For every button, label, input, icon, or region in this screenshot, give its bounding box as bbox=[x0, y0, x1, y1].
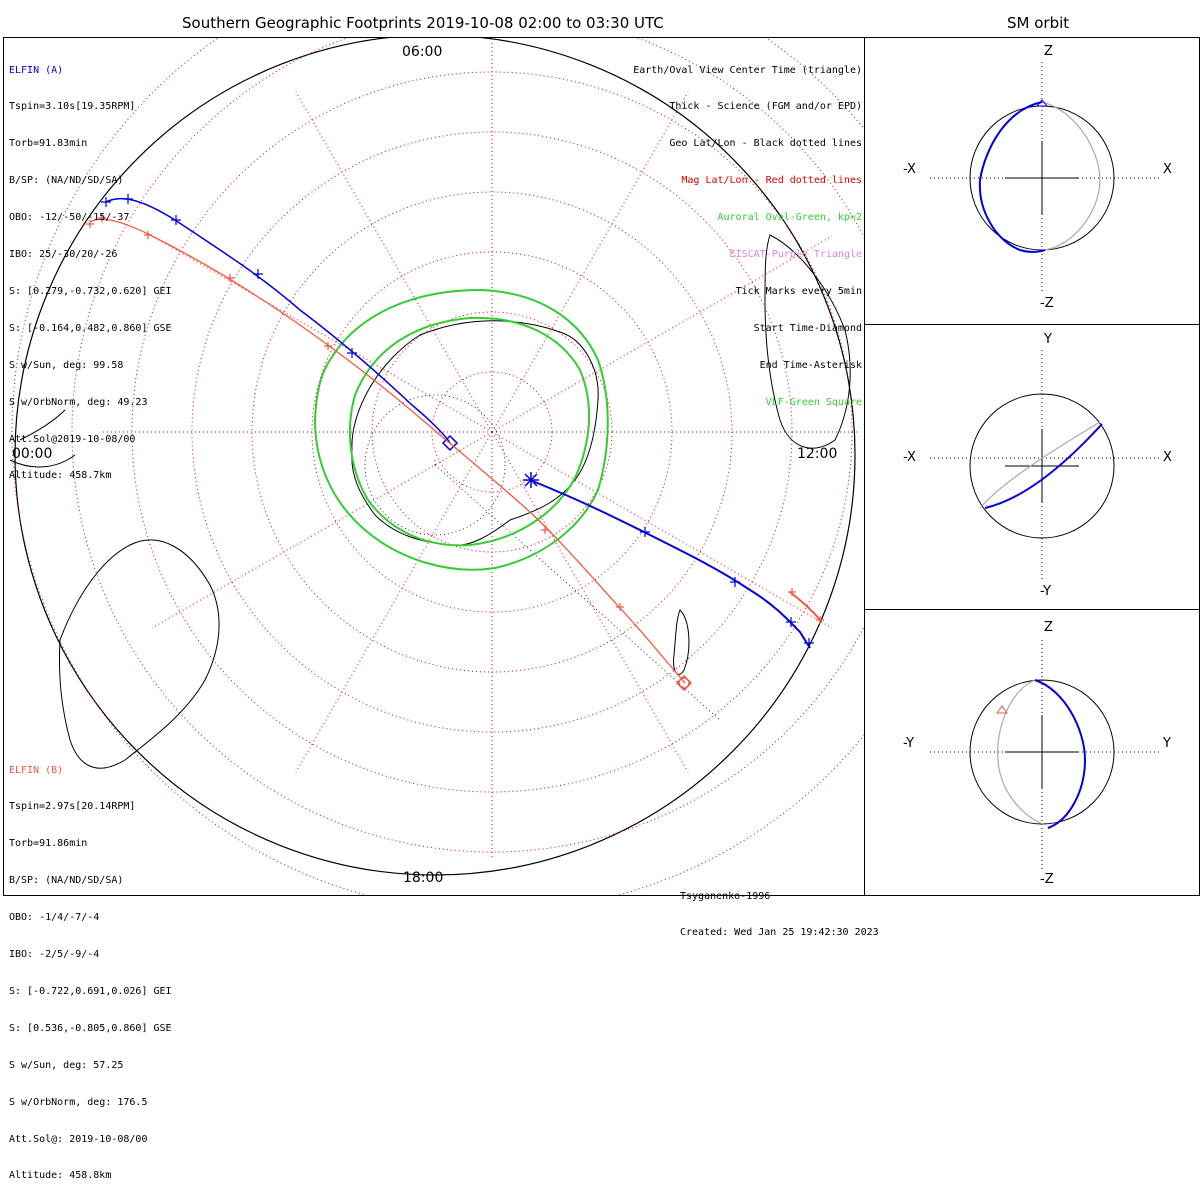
elfin-b-line: OBO: -1/4/-7/-4 bbox=[9, 912, 100, 924]
elfin-b-info: ELFIN (B) Tspin=2.97s[20.14RPM] Torb=91.… bbox=[9, 740, 172, 1195]
elfin-a-line: Tspin=3.10s[19.35RPM] bbox=[9, 101, 136, 113]
sm2-top: Y bbox=[1044, 332, 1052, 347]
elfin-a-track bbox=[101, 194, 814, 649]
legend-item: End Time-Asterisk bbox=[759, 359, 862, 371]
elfin-b-line: Torb=91.86min bbox=[9, 838, 88, 850]
footprint-map bbox=[9, 38, 1160, 895]
elfin-b-line: S: [-0.722,0.691,0.026] GEI bbox=[9, 985, 172, 997]
sm3-bottom: -Z bbox=[1040, 872, 1054, 887]
legend: Earth/Oval View Center Time (triangle) T… bbox=[633, 40, 862, 421]
legend-item: Earth/Oval View Center Time (triangle) bbox=[633, 64, 862, 76]
sm1-right: X bbox=[1163, 162, 1172, 177]
sm-orbit-title: SM orbit bbox=[1007, 14, 1070, 32]
sm2-left: -X bbox=[903, 450, 916, 465]
clock-label-06: 06:00 bbox=[402, 44, 443, 60]
legend-item: VLF-Green Square bbox=[765, 396, 862, 408]
geo-grid bbox=[364, 394, 721, 721]
earth-disk bbox=[14, 38, 856, 876]
created-label: Created: Wed Jan 25 19:42:30 2023 bbox=[680, 927, 879, 939]
elfin-a-line: S: [-0.164,0.482,0.860] GSE bbox=[9, 322, 172, 334]
legend-item: Start Time-Diamond bbox=[753, 322, 862, 334]
elfin-a-line: Att.Sol@2019-10-08/00 bbox=[9, 433, 136, 445]
sm3-right: Y bbox=[1163, 736, 1171, 751]
legend-item: Tick Marks every 5min bbox=[735, 285, 862, 297]
sm-orbit-yz bbox=[930, 640, 1160, 870]
sm1-left: -X bbox=[903, 162, 916, 177]
clock-label-18: 18:00 bbox=[403, 870, 444, 886]
sm1-bottom: -Z bbox=[1040, 296, 1054, 311]
sm-orbit-xz bbox=[930, 62, 1160, 292]
clock-label-12: 12:00 bbox=[797, 446, 838, 462]
clock-label-00: 00:00 bbox=[12, 446, 53, 462]
elfin-b-line: B/SP: (NA/ND/SD/SA) bbox=[9, 875, 124, 887]
elfin-b-line: S w/OrbNorm, deg: 176.5 bbox=[9, 1096, 148, 1108]
legend-item: Geo Lat/Lon - Black dotted lines bbox=[669, 138, 862, 150]
sm-orbit-xy bbox=[930, 350, 1160, 580]
elfin-a-line: Torb=91.83min bbox=[9, 138, 88, 150]
legend-item: EISCAT-Purple Triangle bbox=[729, 249, 862, 261]
elfin-a-line: OBO: -12/-50/-15/-37 bbox=[9, 212, 130, 224]
sm2-bottom: -Y bbox=[1040, 584, 1052, 599]
sm3-left: -Y bbox=[903, 736, 915, 751]
elfin-a-line: B/SP: (NA/ND/SD/SA) bbox=[9, 175, 124, 187]
elfin-a-line: S: [0.279,-0.732,0.620] GEI bbox=[9, 285, 172, 297]
elfin-b-line: IBO: -2/5/-9/-4 bbox=[9, 949, 100, 961]
footer: Tsyganenko-1996 Created: Wed Jan 25 19:4… bbox=[680, 866, 879, 952]
mag-grid bbox=[11, 38, 864, 895]
sm3-top: Z bbox=[1044, 620, 1053, 635]
legend-item: Auroral Oval-Green, kp=2 bbox=[717, 212, 863, 224]
elfin-b-track bbox=[86, 214, 824, 692]
model-label: Tsyganenko-1996 bbox=[680, 890, 771, 902]
elfin-b-line: Tspin=2.97s[20.14RPM] bbox=[9, 801, 136, 813]
elfin-a-line: S w/OrbNorm, deg: 49.23 bbox=[9, 396, 148, 408]
sm1-top: Z bbox=[1044, 44, 1053, 59]
auroral-oval bbox=[313, 288, 609, 571]
sm2-right: X bbox=[1163, 450, 1172, 465]
main-title: Southern Geographic Footprints 2019-10-0… bbox=[182, 14, 664, 32]
elfin-a-line: IBO: 25/-30/20/-26 bbox=[9, 249, 118, 261]
legend-item: Mag Lat/Lon - Red dotted lines bbox=[681, 175, 862, 187]
elfin-a-name: ELFIN (A) bbox=[9, 64, 64, 76]
elfin-b-line: S w/Sun, deg: 57.25 bbox=[9, 1059, 124, 1071]
elfin-a-line: Altitude: 458.7km bbox=[9, 470, 112, 482]
elfin-b-name: ELFIN (B) bbox=[9, 764, 64, 776]
elfin-b-line: Altitude: 458.8km bbox=[9, 1170, 112, 1182]
elfin-b-line: S: [0.536,-0.805,0.860] GSE bbox=[9, 1022, 172, 1034]
elfin-a-info: ELFIN (A) Tspin=3.10s[19.35RPM] Torb=91.… bbox=[9, 40, 172, 495]
elfin-a-line: S w/Sun, deg: 99.58 bbox=[9, 359, 124, 371]
elfin-b-line: Att.Sol@: 2019-10-08/00 bbox=[9, 1133, 148, 1145]
legend-item: Thick - Science (FGM and/or EPD) bbox=[669, 101, 862, 113]
